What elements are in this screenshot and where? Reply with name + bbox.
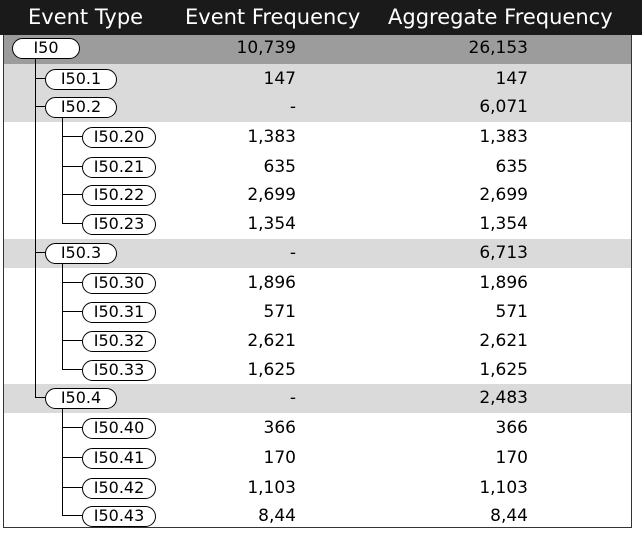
event-frequency-value: 635 (263, 157, 296, 177)
event-code-node[interactable]: I50.30 (82, 273, 156, 294)
event-code-node[interactable]: I50.43 (82, 506, 156, 527)
event-code-node[interactable]: I50 (12, 38, 80, 59)
aggregate-frequency-value: 1,625 (479, 360, 528, 380)
tree-branch-line (62, 282, 82, 283)
event-frequency-value: 1,354 (247, 214, 296, 234)
tree-branch-line (62, 487, 82, 488)
event-frequency-value: 1,103 (247, 478, 296, 498)
tree-vertical-line (62, 408, 63, 516)
event-code-node[interactable]: I50.32 (82, 331, 156, 352)
tree-branch-line (62, 311, 82, 312)
aggregate-frequency-value: 2,699 (479, 185, 528, 205)
event-frequency-value: 170 (263, 448, 296, 468)
event-frequency-value: 1,383 (247, 127, 296, 147)
aggregate-frequency-value: 1,103 (479, 478, 528, 498)
event-code-node[interactable]: I50.31 (82, 302, 156, 323)
aggregate-frequency-value: 1,354 (479, 214, 528, 234)
tree-branch-line (62, 515, 82, 516)
tree-vertical-line (62, 117, 63, 224)
header-aggregate-frequency: Aggregate Frequency (388, 5, 613, 29)
aggregate-frequency-value: 366 (495, 418, 528, 438)
tree-branch-line (62, 340, 82, 341)
aggregate-frequency-value: 147 (495, 69, 528, 89)
event-code-node[interactable]: I50.41 (82, 448, 156, 469)
aggregate-frequency-value: 26,153 (468, 38, 528, 58)
event-code-node[interactable]: I50.21 (82, 157, 156, 178)
tree-vertical-line (62, 263, 63, 370)
event-code-node[interactable]: I50.23 (82, 214, 156, 235)
table-header: Event Type Event Frequency Aggregate Fre… (0, 0, 642, 35)
tree-branch-line (62, 427, 82, 428)
aggregate-frequency-value: 2,621 (479, 331, 528, 351)
event-frequency-value: 10,739 (236, 38, 296, 58)
tree-branch-line (62, 369, 82, 370)
tree-branch-line (62, 194, 82, 195)
tree-branch-line (62, 223, 82, 224)
event-code-node[interactable]: I50.33 (82, 360, 156, 381)
aggregate-frequency-value: 635 (495, 157, 528, 177)
header-event-type: Event Type (28, 5, 144, 29)
tree-branch-line (62, 166, 82, 167)
tree-branch-line (62, 457, 82, 458)
tree-branch-line (35, 106, 45, 107)
aggregate-frequency-value: 6,071 (479, 97, 528, 117)
tree-branch-line (35, 78, 45, 79)
event-code-node[interactable]: I50.4 (45, 388, 117, 409)
event-code-node[interactable]: I50.40 (82, 418, 156, 439)
aggregate-frequency-value: 1,896 (479, 273, 528, 293)
tree-vertical-line (35, 58, 36, 398)
root-row-band (4, 35, 631, 64)
event-code-node[interactable]: I50.22 (82, 185, 156, 206)
aggregate-frequency-value: 170 (495, 448, 528, 468)
event-code-node[interactable]: I50.20 (82, 127, 156, 148)
event-code-node[interactable]: I50.42 (82, 478, 156, 499)
event-frequency-value: 1,896 (247, 273, 296, 293)
tree-branch-line (62, 136, 82, 137)
event-frequency-value: 2,699 (247, 185, 296, 205)
header-event-frequency: Event Frequency (185, 5, 361, 29)
event-frequency-value: 571 (263, 302, 296, 322)
event-frequency-value: - (289, 243, 296, 263)
table-frame (3, 35, 632, 528)
event-code-node[interactable]: I50.3 (45, 243, 117, 264)
aggregate-frequency-value: 8,44 (490, 506, 528, 526)
aggregate-frequency-value: 1,383 (479, 127, 528, 147)
event-frequency-value: - (289, 97, 296, 117)
event-frequency-value: 366 (263, 418, 296, 438)
event-code-node[interactable]: I50.1 (45, 69, 117, 90)
aggregate-frequency-value: 2,483 (479, 388, 528, 408)
event-frequency-value: 2,621 (247, 331, 296, 351)
tree-branch-line (35, 252, 45, 253)
aggregate-frequency-value: 571 (495, 302, 528, 322)
event-frequency-value: 147 (263, 69, 296, 89)
event-frequency-value: 1,625 (247, 360, 296, 380)
event-code-node[interactable]: I50.2 (45, 97, 117, 118)
tree-branch-line (35, 397, 45, 398)
aggregate-frequency-value: 6,713 (479, 243, 528, 263)
event-frequency-value: - (289, 388, 296, 408)
event-frequency-value: 8,44 (258, 506, 296, 526)
